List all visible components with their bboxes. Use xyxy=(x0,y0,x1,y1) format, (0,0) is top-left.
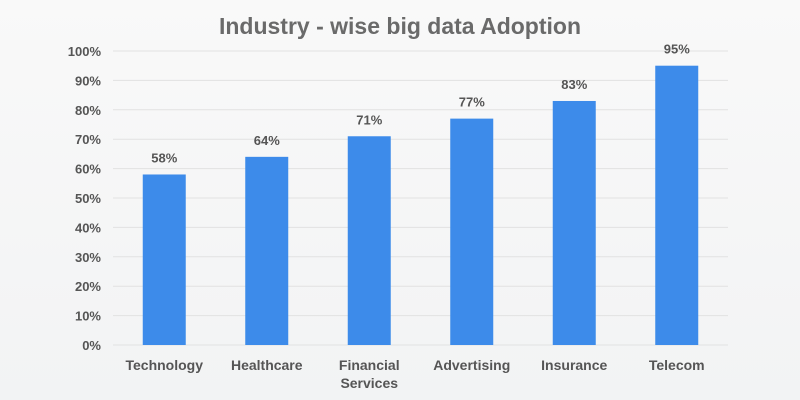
data-label: 64% xyxy=(254,133,280,148)
bar xyxy=(552,100,596,345)
x-tick-label-line: Financial xyxy=(339,357,400,373)
y-tick-label: 50% xyxy=(75,191,101,206)
x-tick-label: Advertising xyxy=(433,357,510,373)
data-label: 83% xyxy=(561,77,587,92)
y-tick-label: 70% xyxy=(75,132,101,147)
x-tick-label: Financial Services xyxy=(339,357,400,391)
x-tick-label-line: Telecom xyxy=(649,357,705,373)
x-tick-label-line: Insurance xyxy=(541,357,607,373)
x-tick-label-line: Healthcare xyxy=(231,357,303,373)
bar xyxy=(245,156,289,345)
y-tick-label: 20% xyxy=(75,279,101,294)
bar xyxy=(142,174,186,345)
y-tick-label: 60% xyxy=(75,162,101,177)
y-tick-label: 30% xyxy=(75,250,101,265)
data-label: 71% xyxy=(356,112,382,127)
y-tick-label: 0% xyxy=(82,338,101,353)
x-tick-label-line: Technology xyxy=(125,357,203,373)
x-tick-label: Insurance xyxy=(541,357,607,373)
bar xyxy=(450,118,494,346)
data-label: 58% xyxy=(151,150,177,165)
y-tick-label: 40% xyxy=(75,220,101,235)
bar xyxy=(655,65,699,345)
data-label: 77% xyxy=(459,95,485,110)
x-tick-label-line: Advertising xyxy=(433,357,510,373)
bar xyxy=(347,136,391,345)
x-tick-label: Technology xyxy=(125,357,203,373)
y-tick-label: 10% xyxy=(75,309,101,324)
data-label: 95% xyxy=(664,42,690,57)
y-tick-label: 90% xyxy=(75,73,101,88)
y-tick-label: 80% xyxy=(75,103,101,118)
y-tick-label: 100% xyxy=(68,44,102,59)
x-tick-label: Telecom xyxy=(649,357,705,373)
x-tick-label-line: Services xyxy=(340,375,398,391)
x-tick-label: Healthcare xyxy=(231,357,303,373)
chart-title: Industry - wise big data Adoption xyxy=(218,13,582,39)
